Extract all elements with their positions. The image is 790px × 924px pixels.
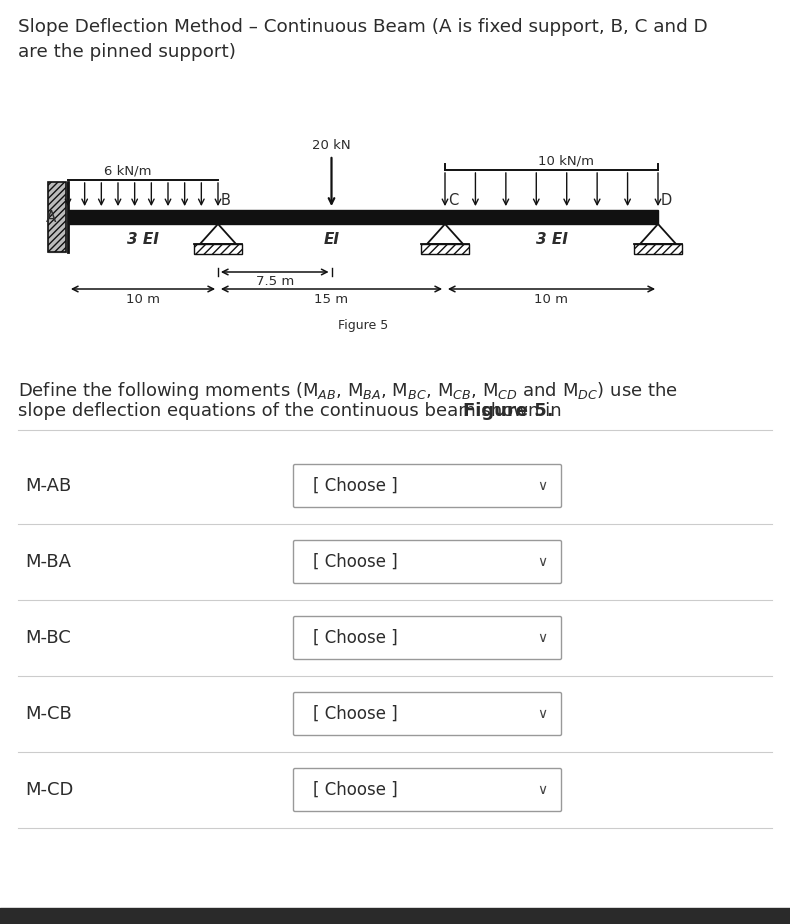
Text: 3 EI: 3 EI [536,232,567,247]
Text: 7.5 m: 7.5 m [256,275,294,288]
Bar [421,244,469,254]
Text: are the pinned support): are the pinned support) [18,43,236,61]
Bar [634,244,682,254]
Text: M-CB: M-CB [25,705,72,723]
Text: C: C [448,193,458,208]
Text: 10 m: 10 m [535,293,569,306]
Polygon shape [200,224,236,244]
Text: [ Choose ]: [ Choose ] [313,781,397,799]
Text: 6 kN/m: 6 kN/m [104,164,152,177]
Text: M-CD: M-CD [25,781,73,799]
Bar [194,244,242,254]
Polygon shape [427,224,463,244]
Text: Figure 5.: Figure 5. [463,402,554,420]
Text: B: B [221,193,231,208]
Text: 20 kN: 20 kN [312,139,351,152]
Text: M-BC: M-BC [25,629,71,647]
Text: 3 EI: 3 EI [127,232,159,247]
Text: Define the following moments (M$_{AB}$, M$_{BA}$, M$_{BC}$, M$_{CB}$, M$_{CD}$ a: Define the following moments (M$_{AB}$, … [18,380,678,402]
Polygon shape [640,224,676,244]
FancyBboxPatch shape [294,692,562,736]
Text: [ Choose ]: [ Choose ] [313,477,397,495]
FancyBboxPatch shape [294,616,562,660]
Text: M-BA: M-BA [25,553,71,571]
Text: [ Choose ]: [ Choose ] [313,629,397,647]
Text: [ Choose ]: [ Choose ] [313,705,397,723]
Text: slope deflection equations of the continuous beam shown in: slope deflection equations of the contin… [18,402,567,420]
FancyBboxPatch shape [294,541,562,583]
Text: EI: EI [323,232,340,247]
Text: D: D [661,193,672,208]
Text: ∨: ∨ [537,783,547,797]
FancyBboxPatch shape [294,769,562,811]
Bar [48,182,66,252]
Text: M-AB: M-AB [25,477,71,495]
Text: Figure 5: Figure 5 [338,319,388,332]
Text: ∨: ∨ [537,555,547,569]
Text: ∨: ∨ [537,707,547,721]
Text: ∨: ∨ [537,631,547,645]
Text: [ Choose ]: [ Choose ] [313,553,397,571]
Text: 10 m: 10 m [126,293,160,306]
Text: Slope Deflection Method – Continuous Beam (A is fixed support, B, C and D: Slope Deflection Method – Continuous Bea… [18,18,708,36]
Text: 15 m: 15 m [314,293,348,306]
FancyBboxPatch shape [294,465,562,507]
Bar [68,210,658,224]
Text: ∨: ∨ [537,479,547,493]
Text: A: A [46,210,56,225]
Text: 10 kN/m: 10 kN/m [539,154,595,167]
